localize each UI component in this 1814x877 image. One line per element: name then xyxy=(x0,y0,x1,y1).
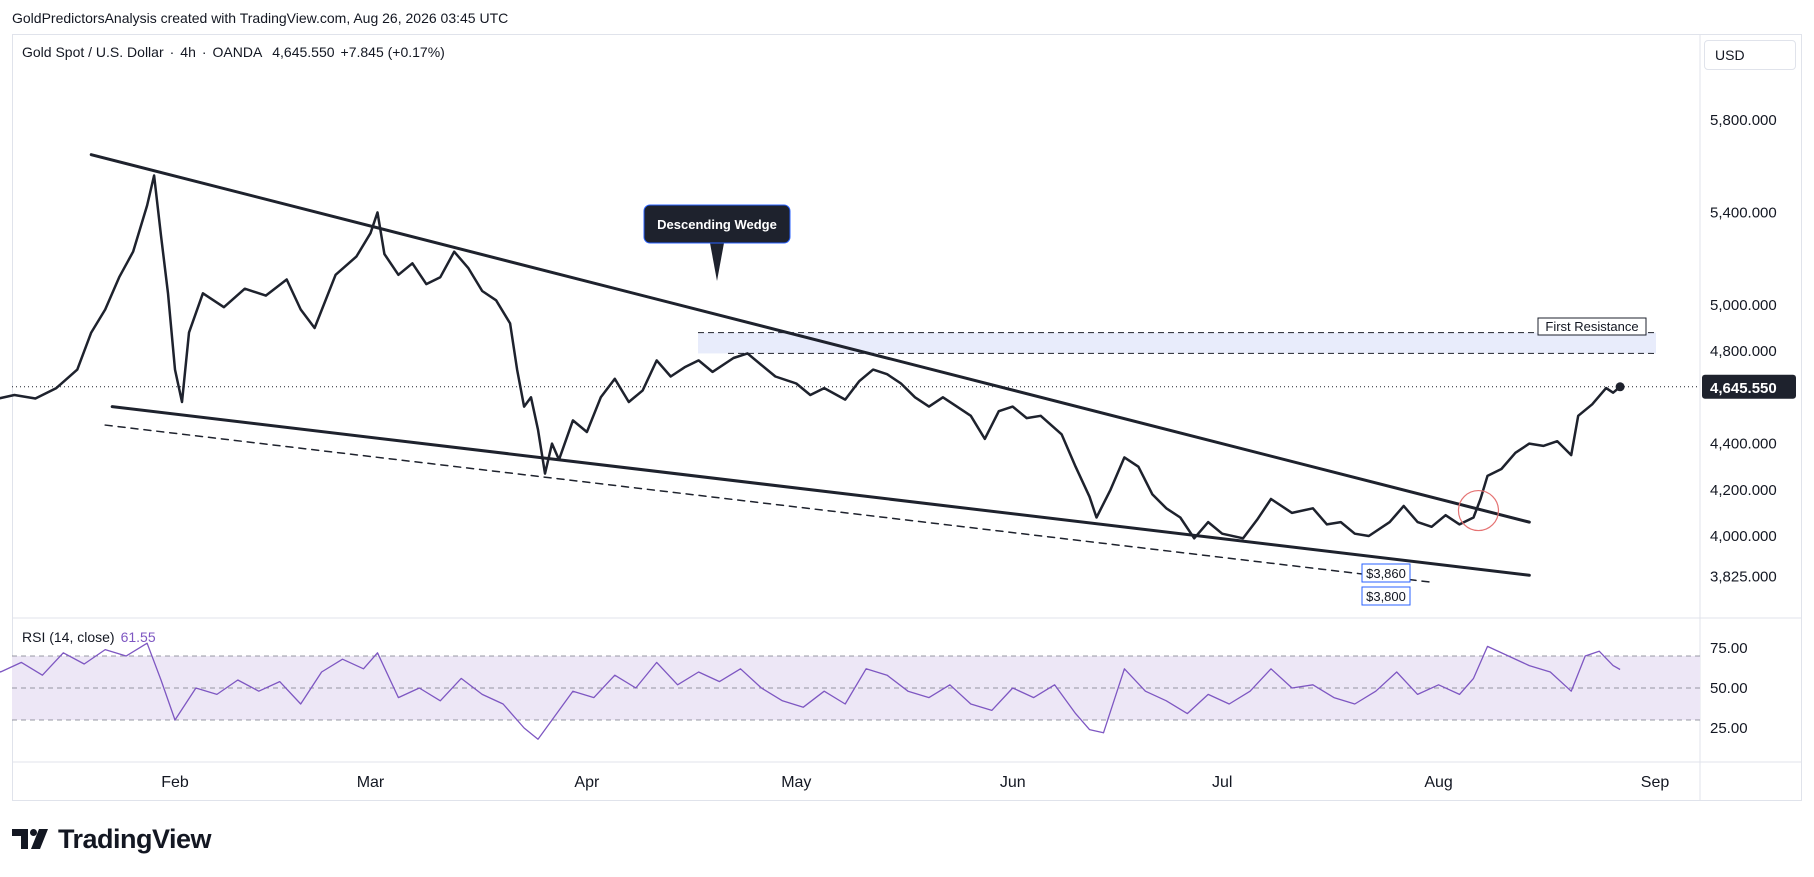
last-price-badge xyxy=(1702,374,1796,399)
support-label-3860: $3,860 xyxy=(1366,566,1406,581)
support-label-3860-box xyxy=(1361,563,1411,583)
time-tick-label: Aug xyxy=(1424,774,1452,791)
zone-label: First Resistance xyxy=(1545,319,1638,334)
price-tick-label: 3,825.000 xyxy=(1710,568,1777,585)
legend-sep-2: · xyxy=(201,44,207,60)
price-tick-label: 4,000.000 xyxy=(1710,528,1777,545)
time-tick-label: Jul xyxy=(1212,774,1232,791)
zone-label-box xyxy=(1537,317,1647,336)
symbol-name: Gold Spot / U.S. Dollar xyxy=(22,44,164,60)
price-change: +7.845 (+0.17%) xyxy=(340,44,445,60)
upper-trendline[interactable] xyxy=(89,153,1531,524)
last-price: 4,645.550 xyxy=(272,44,335,60)
price-tick-label: 5,400.000 xyxy=(1710,204,1777,221)
rsi-tick-label: 75.00 xyxy=(1710,640,1748,657)
support-label-3800: $3,800 xyxy=(1366,589,1406,604)
support-label-3800-box xyxy=(1361,586,1411,606)
time-tick-label: Mar xyxy=(357,774,385,791)
time-tick-label: May xyxy=(781,774,811,791)
lower-trendline[interactable] xyxy=(110,405,1531,577)
rsi-tick-label: 25.00 xyxy=(1710,720,1748,737)
rsi-legend: RSI (14, close) 61.55 xyxy=(22,629,156,645)
legend-sep-1: · xyxy=(169,44,175,60)
rsi-tick-label: 50.00 xyxy=(1710,680,1748,697)
price-tick-label: 5,000.000 xyxy=(1710,297,1777,314)
rsi-series-line[interactable] xyxy=(0,642,1621,740)
tradingview-logo[interactable]: TradingView xyxy=(12,823,212,854)
time-tick-label: Apr xyxy=(574,774,600,791)
chart-attribution: GoldPredictorsAnalysis created with Trad… xyxy=(12,10,509,26)
resistance-zone xyxy=(698,332,1656,354)
price-tick-label: 4,400.000 xyxy=(1710,436,1777,453)
time-tick-label: Feb xyxy=(161,774,189,791)
callout-label: Descending Wedge xyxy=(657,217,777,232)
rsi-value: 61.55 xyxy=(120,629,156,645)
symbol-source: OANDA xyxy=(212,44,263,60)
breakout-circle xyxy=(1457,489,1500,532)
callout-box[interactable] xyxy=(643,204,791,244)
tradingview-brand: TradingView xyxy=(58,823,212,854)
rsi-label: RSI (14, close) xyxy=(22,629,115,645)
tradingview-mark-icon xyxy=(12,829,48,849)
dashed-trendline[interactable] xyxy=(104,424,1433,583)
symbol-legend: Gold Spot / U.S. Dollar · 4h · OANDA 4,645.5… xyxy=(22,44,451,60)
chart-frame xyxy=(12,34,1802,801)
symbol-interval: 4h xyxy=(180,44,196,60)
price-tick-label: 5,800.000 xyxy=(1710,112,1777,129)
last-price-dot xyxy=(1615,382,1625,392)
time-tick-label: Sep xyxy=(1641,774,1670,791)
currency-selector[interactable]: USD xyxy=(1704,40,1796,70)
time-tick-label: Jun xyxy=(1000,774,1026,791)
last-price-badge-label: 4,645.550 xyxy=(1710,380,1777,397)
price-series-line[interactable] xyxy=(0,174,1621,540)
price-tick-label: 4,800.000 xyxy=(1710,343,1777,360)
callout-pointer xyxy=(710,243,724,281)
price-tick-label: 4,200.000 xyxy=(1710,482,1777,499)
